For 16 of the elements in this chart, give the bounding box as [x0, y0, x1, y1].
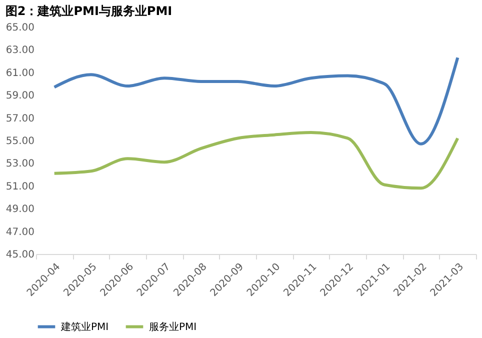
y-tick-label: 45.00 [6, 250, 34, 260]
y-tick-label: 49.00 [6, 204, 34, 216]
y-tick-label: 63.00 [6, 45, 34, 56]
y-tick-label: 59.00 [6, 90, 34, 102]
y-tick-label: 53.00 [6, 158, 34, 170]
line-series [52, 131, 460, 190]
line-series [52, 56, 460, 146]
y-tick-label: 51.00 [6, 181, 34, 192]
y-tick-label: 57.00 [6, 113, 34, 124]
y-tick-label: 55.00 [6, 136, 34, 147]
y-tick-label: 61.00 [6, 68, 34, 79]
legend-label: 建筑业PMI [60, 320, 109, 333]
chart-title: 图2：建筑业PMI与服务业PMI [5, 4, 172, 18]
y-tick-label: 47.00 [6, 226, 34, 238]
legend-label: 服务业PMI [149, 320, 197, 333]
y-tick-label: 65.00 [6, 22, 34, 34]
